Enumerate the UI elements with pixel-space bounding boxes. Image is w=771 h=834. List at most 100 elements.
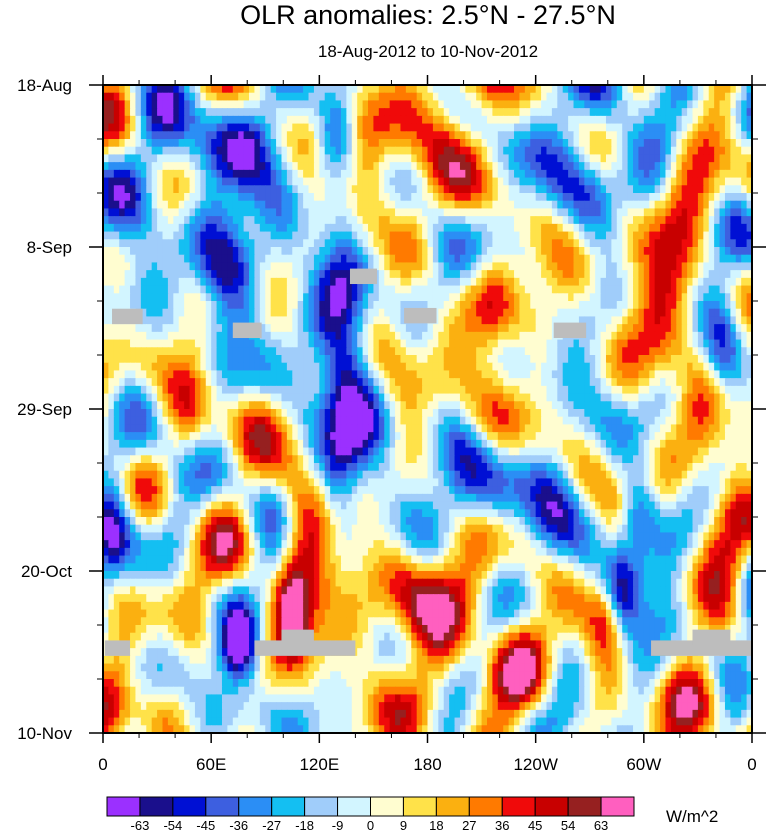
field-cell	[292, 131, 299, 140]
field-cell	[103, 301, 110, 310]
field-cell	[108, 254, 115, 264]
field-cell	[562, 108, 569, 117]
field-cell	[292, 123, 299, 132]
field-cell	[443, 301, 450, 310]
field-cell	[633, 154, 640, 163]
field-cell	[557, 92, 564, 102]
field-cell	[476, 393, 483, 402]
field-cell	[162, 355, 169, 364]
field-cell	[281, 385, 288, 395]
field-cell	[687, 370, 694, 379]
field-cell	[492, 270, 499, 279]
field-cell	[119, 270, 126, 279]
field-cell	[573, 139, 580, 148]
field-cell	[470, 285, 477, 294]
field-cell	[340, 316, 347, 325]
field-cell	[535, 308, 542, 318]
field-cell	[470, 169, 477, 179]
field-cell	[140, 293, 147, 302]
field-cell	[638, 277, 645, 287]
field-cell	[178, 293, 185, 302]
field-cell	[492, 393, 499, 402]
field-cell	[724, 339, 731, 348]
field-cell	[622, 308, 629, 318]
field-cell	[714, 324, 721, 333]
field-cell	[665, 316, 672, 325]
field-cell	[438, 324, 445, 333]
field-cell	[633, 308, 640, 318]
field-cell	[649, 355, 656, 364]
field-cell	[627, 162, 634, 171]
field-cell	[351, 231, 358, 240]
field-cell	[486, 208, 493, 217]
field-cell	[735, 216, 742, 225]
field-cell	[297, 331, 304, 341]
field-cell	[546, 193, 553, 202]
field-cell	[643, 193, 650, 202]
field-cell	[481, 316, 488, 325]
field-cell	[340, 270, 347, 279]
field-cell	[432, 131, 439, 140]
field-cell	[368, 92, 375, 102]
field-cell	[124, 185, 131, 194]
field-cell	[454, 378, 461, 387]
field-cell	[124, 200, 131, 210]
field-cell	[313, 247, 320, 256]
field-cell	[362, 393, 369, 402]
field-cell	[313, 393, 320, 402]
field-cell	[243, 208, 250, 217]
field-cell	[297, 131, 304, 140]
field-cell	[130, 177, 137, 186]
field-cell	[308, 216, 315, 225]
field-cell	[303, 239, 310, 248]
field-cell	[194, 324, 201, 333]
field-cell	[530, 247, 537, 256]
field-cell	[238, 177, 245, 186]
field-cell	[649, 123, 656, 132]
field-cell	[227, 85, 234, 94]
field-cell	[200, 208, 207, 217]
field-cell	[427, 239, 434, 248]
field-cell	[470, 177, 477, 186]
field-cell	[692, 347, 699, 356]
field-cell	[524, 115, 531, 125]
field-cell	[124, 208, 131, 217]
field-cell	[660, 308, 667, 318]
field-cell	[724, 208, 731, 217]
field-cell	[622, 270, 629, 279]
field-cell	[676, 223, 683, 233]
field-cell	[724, 193, 731, 202]
field-cell	[519, 362, 526, 372]
field-cell	[524, 200, 531, 210]
field-cell	[254, 308, 261, 318]
field-cell	[313, 162, 320, 171]
field-cell	[438, 193, 445, 202]
field-cell	[103, 355, 110, 364]
field-cell	[205, 393, 212, 402]
field-cell	[200, 154, 207, 163]
field-cell	[130, 393, 137, 402]
field-cell	[184, 169, 191, 179]
field-cell	[665, 139, 672, 148]
field-cell	[157, 308, 164, 318]
field-cell	[378, 200, 385, 210]
field-cell	[265, 362, 272, 372]
field-cell	[276, 200, 283, 210]
field-cell	[238, 154, 245, 163]
field-cell	[400, 316, 407, 325]
field-cell	[719, 216, 726, 225]
field-cell	[303, 154, 310, 163]
field-cell	[340, 277, 347, 287]
field-cell	[173, 270, 180, 279]
field-cell	[221, 401, 228, 410]
field-cell	[486, 362, 493, 372]
field-cell	[741, 85, 748, 94]
field-cell	[422, 169, 429, 179]
field-cell	[584, 85, 591, 94]
field-cell	[119, 247, 126, 256]
field-cell	[546, 108, 553, 117]
field-cell	[411, 231, 418, 240]
field-cell	[670, 277, 677, 287]
field-cell	[167, 347, 174, 356]
field-cell	[308, 239, 315, 248]
